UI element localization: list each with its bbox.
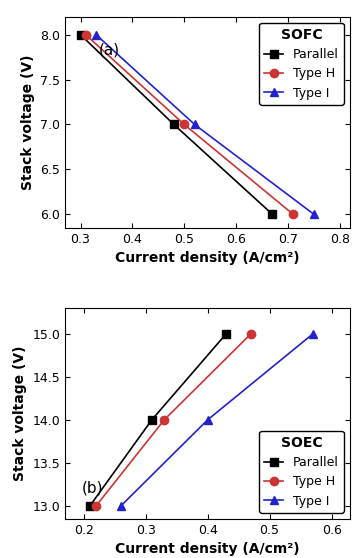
- X-axis label: Current density (A/cm²): Current density (A/cm²): [115, 251, 300, 265]
- Text: (a): (a): [99, 42, 120, 57]
- Legend: Parallel, Type H, Type I: Parallel, Type H, Type I: [259, 23, 344, 105]
- Legend: Parallel, Type H, Type I: Parallel, Type H, Type I: [259, 431, 344, 513]
- X-axis label: Current density (A/cm²): Current density (A/cm²): [115, 542, 300, 556]
- Text: (b): (b): [82, 481, 104, 496]
- Y-axis label: Stack voltage (V): Stack voltage (V): [21, 55, 35, 190]
- Y-axis label: Stack voltage (V): Stack voltage (V): [13, 346, 27, 481]
